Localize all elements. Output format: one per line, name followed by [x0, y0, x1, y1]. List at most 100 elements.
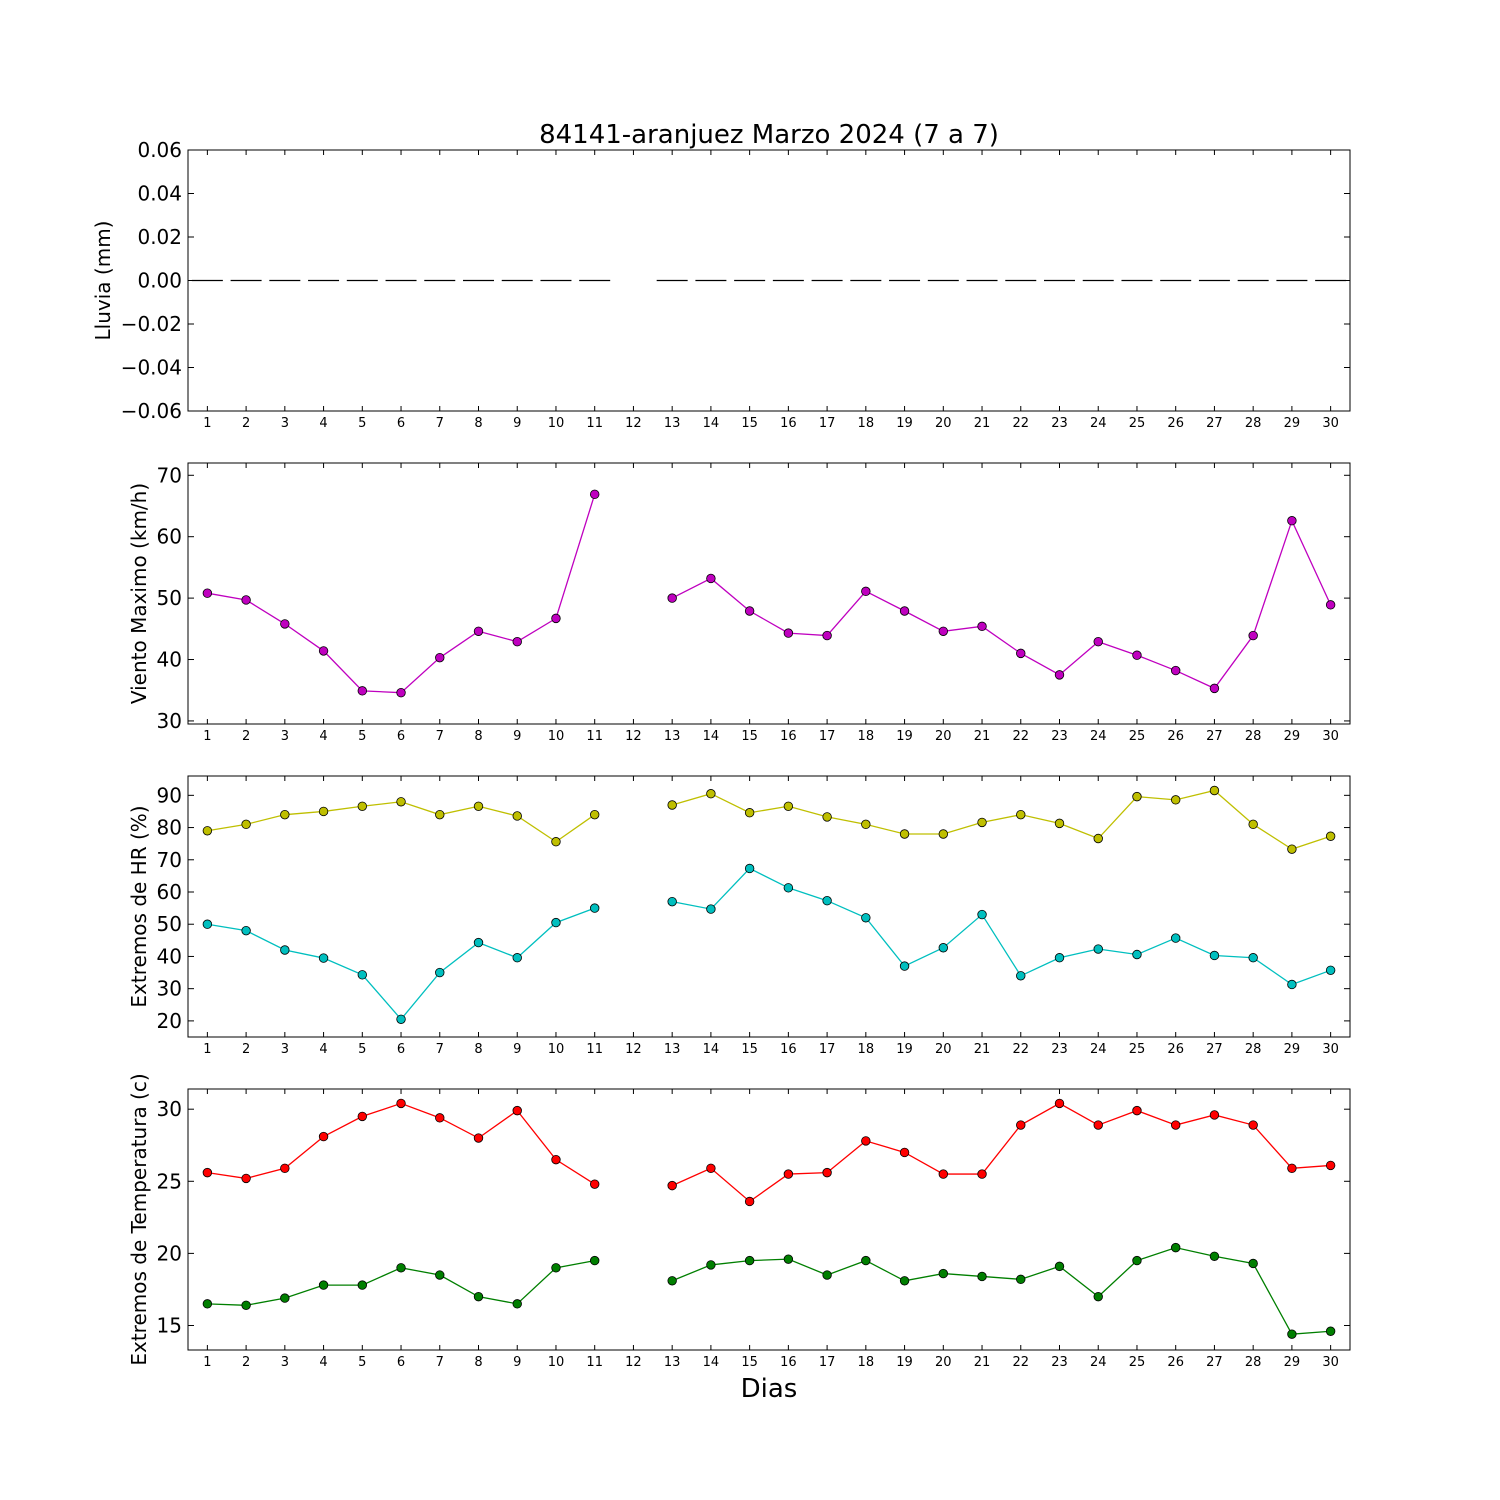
data-point — [357, 686, 368, 696]
x-tick-label: 15 — [741, 1042, 758, 1057]
x-tick-label: 2 — [242, 729, 250, 744]
data-point — [1325, 600, 1336, 610]
y-tick-label: 0.02 — [137, 225, 182, 249]
x-tick-label: 27 — [1206, 1355, 1223, 1370]
x-tick-label: 23 — [1051, 1042, 1068, 1057]
x-tick-label: 24 — [1090, 1355, 1107, 1370]
y-tick-label: 60 — [157, 880, 182, 904]
data-point — [473, 937, 484, 948]
x-tick-label: 18 — [858, 1355, 875, 1370]
x-tick-label: 3 — [281, 729, 289, 744]
data-point — [1016, 648, 1026, 659]
x-tick-label: 15 — [741, 416, 758, 431]
data-point — [1170, 933, 1181, 943]
x-tick-label: 22 — [1012, 1355, 1029, 1370]
x-tick-label: 25 — [1129, 416, 1146, 431]
data-point — [280, 945, 290, 955]
panel-3: 1 2 3 4 5 6 7 8 9 10 11 12 13 14 15 16 17 18 19 20 21 22 23 24 2… — [127, 775, 1351, 1057]
x-tick-label: 11 — [586, 1355, 603, 1370]
x-tick-label: 28 — [1245, 1042, 1262, 1057]
x-tick-label: 22 — [1012, 1042, 1029, 1057]
series-line — [671, 789, 1331, 850]
x-tick-label: 2 — [242, 1355, 250, 1370]
y-tick-label: 25 — [157, 1169, 182, 1193]
x-tick-label: 24 — [1090, 729, 1107, 744]
y-tick-label: 15 — [157, 1313, 182, 1337]
data-point — [938, 943, 949, 953]
data-point — [667, 1180, 677, 1191]
x-tick-label: 4 — [319, 416, 327, 431]
data-point — [318, 646, 329, 656]
data-point — [899, 1276, 910, 1286]
panel-frame — [187, 775, 1351, 1038]
x-tick-label: 17 — [819, 1042, 836, 1057]
data-point — [318, 953, 329, 963]
data-point — [861, 819, 871, 830]
data-point — [1325, 1326, 1336, 1336]
data-point — [435, 809, 445, 820]
x-tick-label: 6 — [397, 1042, 405, 1057]
data-point — [783, 628, 794, 638]
data-point — [1209, 1251, 1220, 1261]
x-tick-label: 5 — [358, 1355, 366, 1370]
data-point — [706, 1163, 716, 1174]
y-tick-label: 0.06 — [137, 138, 182, 162]
data-point — [396, 687, 406, 698]
data-point — [1209, 683, 1220, 694]
x-tick-label: 2 — [242, 1042, 250, 1057]
x-tick-label: 22 — [1012, 416, 1029, 431]
x-tick-label: 26 — [1167, 416, 1184, 431]
x-tick-label: 9 — [513, 1042, 521, 1057]
x-tick-label: 25 — [1129, 1355, 1146, 1370]
y-tick-label: 30 — [157, 1097, 182, 1121]
x-tick-label: 12 — [625, 1355, 642, 1370]
series-line — [672, 867, 1331, 986]
x-tick-label: 10 — [548, 1355, 565, 1370]
panel-2: 1 2 3 4 5 6 7 8 9 10 11 12 13 14 15 16 17 18 19 20 21 22 23 24 2… — [127, 462, 1351, 744]
data-point — [667, 800, 677, 810]
data-point — [241, 595, 251, 605]
data-point — [977, 909, 987, 920]
data-point — [318, 1131, 329, 1142]
x-tick-label: 20 — [935, 416, 952, 431]
x-tick-label: 10 — [548, 729, 565, 744]
x-tick-label: 3 — [281, 416, 289, 431]
data-point — [1248, 630, 1258, 641]
x-tick-label: 1 — [203, 416, 211, 431]
series-2 — [202, 1242, 1336, 1339]
data-point — [1093, 944, 1103, 954]
y-tick-label: 0.00 — [137, 269, 182, 293]
x-tick-label: 21 — [974, 416, 991, 431]
y-axis-label: Extremos de HR (%) — [127, 805, 151, 1007]
data-point — [744, 808, 755, 818]
data-point — [1287, 516, 1297, 526]
x-tick-label: 1 — [203, 729, 211, 744]
data-point — [938, 626, 949, 636]
data-point — [861, 913, 871, 923]
x-tick-label: 24 — [1090, 1042, 1107, 1057]
x-axis-label: Dias — [741, 1374, 798, 1404]
data-point — [1016, 1274, 1026, 1285]
x-tick-label: 16 — [780, 729, 797, 744]
data-point — [241, 1300, 251, 1310]
x-tick-label: 1 — [203, 1355, 211, 1370]
x-tick-label: 14 — [703, 729, 720, 744]
panel-frame — [187, 462, 1351, 725]
data-point — [1248, 1258, 1258, 1269]
data-point — [899, 606, 910, 616]
data-point — [744, 1255, 755, 1266]
x-tick-label: 21 — [974, 729, 991, 744]
x-tick-label: 2 — [242, 416, 250, 431]
x-tick-label: 6 — [397, 1355, 405, 1370]
x-tick-label: 9 — [513, 1355, 521, 1370]
data-point — [667, 1276, 677, 1286]
data-point — [435, 652, 445, 663]
x-tick-label: 25 — [1129, 1042, 1146, 1057]
data-point — [938, 829, 949, 839]
data-point — [202, 826, 213, 836]
data-point — [1132, 1255, 1142, 1266]
x-tick-label: 7 — [436, 1355, 444, 1370]
x-tick-label: 3 — [281, 1042, 289, 1057]
data-point — [512, 1105, 522, 1116]
